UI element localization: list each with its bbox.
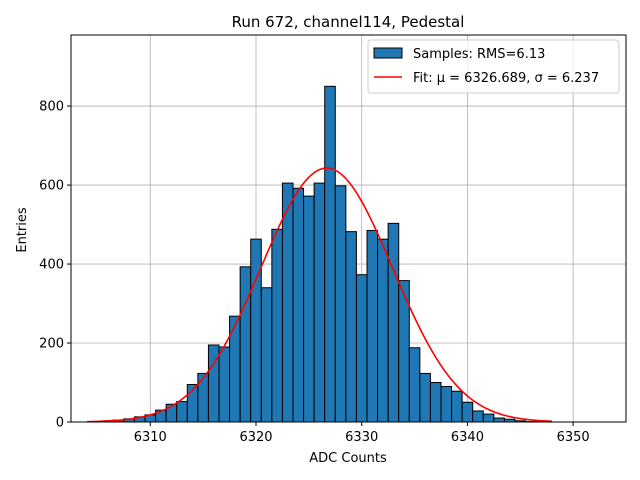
histogram-bar bbox=[408, 347, 421, 423]
histogram-bar bbox=[493, 417, 505, 423]
x-axis-ticks: 6310 6320 6330 6340 6350 bbox=[134, 422, 590, 445]
histogram-bar bbox=[355, 274, 368, 423]
y-tick-label: 600 bbox=[39, 179, 64, 194]
histogram-bar bbox=[313, 182, 326, 423]
histogram-bar bbox=[324, 85, 336, 423]
histogram-bar bbox=[218, 346, 231, 423]
histogram-bar bbox=[366, 229, 379, 423]
y-tick-label: 400 bbox=[39, 258, 64, 273]
gaussian-fit-curve bbox=[86, 167, 553, 423]
x-tick-label: 6310 bbox=[134, 430, 167, 445]
y-axis-label: Entries bbox=[15, 207, 30, 253]
histogram-bar bbox=[377, 238, 389, 423]
y-tick-label: 0 bbox=[56, 416, 64, 431]
histogram-bar bbox=[482, 413, 495, 423]
y-tick-label: 800 bbox=[39, 100, 64, 115]
histogram-bar bbox=[239, 266, 252, 423]
y-tick-label: 200 bbox=[39, 337, 64, 352]
histogram-bar bbox=[461, 401, 474, 423]
histogram-bar bbox=[387, 222, 400, 423]
x-axis-label: ADC Counts bbox=[309, 451, 387, 466]
x-tick-label: 6320 bbox=[239, 430, 272, 445]
histogram-bar bbox=[419, 372, 431, 423]
legend-label-histogram: Samples: RMS=6.13 bbox=[413, 47, 545, 62]
chart-title: Run 672, channel114, Pedestal bbox=[232, 13, 465, 31]
x-tick-label: 6350 bbox=[557, 430, 590, 445]
legend-swatch-histogram bbox=[373, 47, 403, 59]
legend: Samples: RMS=6.13 Fit: μ = 6326.689, σ =… bbox=[367, 39, 620, 94]
histogram-bar bbox=[440, 385, 453, 423]
histogram-bar bbox=[334, 185, 347, 423]
histogram-bar bbox=[176, 400, 188, 423]
legend-box bbox=[367, 39, 620, 94]
x-tick-label: 6330 bbox=[345, 430, 378, 445]
histogram-bar bbox=[451, 390, 463, 423]
histogram-bar bbox=[429, 382, 442, 423]
histogram-bar bbox=[345, 231, 357, 423]
histogram-bar bbox=[260, 287, 273, 423]
y-axis-ticks: 0 200 400 600 800 bbox=[39, 100, 71, 431]
histogram-bars bbox=[91, 85, 548, 423]
histogram-bar bbox=[281, 182, 294, 423]
histogram-bar bbox=[197, 372, 209, 423]
histogram-bar bbox=[292, 187, 305, 423]
histogram-bar bbox=[472, 410, 484, 423]
legend-label-fit: Fit: μ = 6326.689, σ = 6.237 bbox=[413, 71, 599, 86]
histogram-bar bbox=[303, 195, 315, 423]
histogram-bar bbox=[250, 238, 262, 423]
x-tick-label: 6340 bbox=[451, 430, 484, 445]
histogram-bar bbox=[271, 228, 283, 423]
plot-frame bbox=[70, 34, 627, 423]
